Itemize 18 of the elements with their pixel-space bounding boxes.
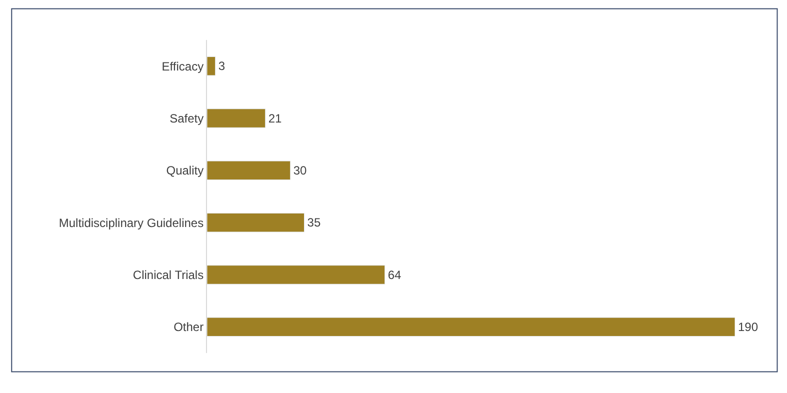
bar (207, 56, 216, 76)
bar (207, 212, 305, 232)
y-tick-label: Safety (170, 111, 204, 126)
data-label: 21 (268, 111, 282, 126)
bar (207, 265, 386, 284)
y-tick-label: Other (174, 320, 204, 334)
y-tick-label: Efficacy (162, 59, 204, 74)
data-label: 64 (388, 268, 402, 282)
y-tick-label: Clinical Trials (132, 268, 204, 282)
y-tick-label: Multidisciplinary Guidelines (58, 216, 204, 230)
bar (207, 317, 735, 337)
data-label: 30 (293, 163, 308, 178)
bar (207, 108, 266, 128)
data-label: 3 (218, 59, 226, 74)
data-label: 190 (738, 320, 758, 334)
y-tick-label: Quality (166, 164, 204, 178)
data-label: 35 (307, 216, 321, 230)
bar (207, 160, 291, 180)
